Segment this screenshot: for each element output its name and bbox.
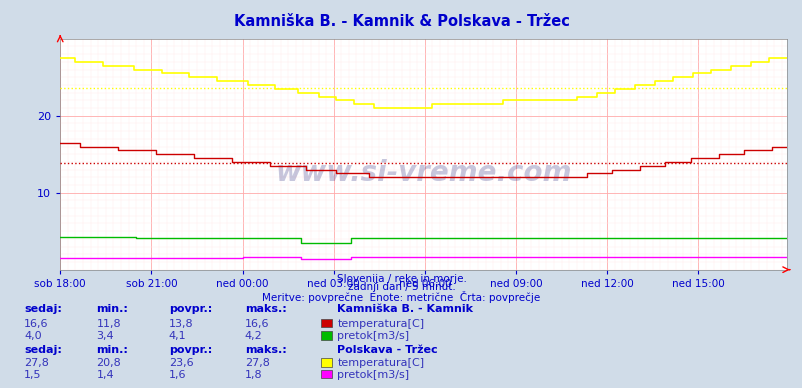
Text: 1,5: 1,5: [24, 369, 42, 379]
Text: min.:: min.:: [96, 304, 128, 314]
Text: 4,0: 4,0: [24, 331, 42, 341]
Text: 11,8: 11,8: [96, 319, 121, 329]
Text: 4,1: 4,1: [168, 331, 186, 341]
Text: 27,8: 27,8: [245, 358, 269, 368]
Text: sedaj:: sedaj:: [24, 345, 62, 355]
Text: pretok[m3/s]: pretok[m3/s]: [337, 331, 409, 341]
Text: temperatura[C]: temperatura[C]: [337, 358, 423, 368]
Text: 4,2: 4,2: [245, 331, 262, 341]
Text: Polskava - Tržec: Polskava - Tržec: [337, 345, 437, 355]
Text: 13,8: 13,8: [168, 319, 193, 329]
Text: www.si-vreme.com: www.si-vreme.com: [275, 159, 571, 187]
Text: 1,8: 1,8: [245, 369, 262, 379]
Text: Kamniška B. - Kamnik & Polskava - Tržec: Kamniška B. - Kamnik & Polskava - Tržec: [233, 14, 569, 29]
Text: 16,6: 16,6: [24, 319, 49, 329]
Text: 1,4: 1,4: [96, 369, 114, 379]
Text: povpr.:: povpr.:: [168, 345, 212, 355]
Text: 3,4: 3,4: [96, 331, 114, 341]
Text: Meritve: povprečne  Enote: metrične  Črta: povprečje: Meritve: povprečne Enote: metrične Črta:…: [262, 291, 540, 303]
Text: 16,6: 16,6: [245, 319, 269, 329]
Text: Slovenija / reke in morje.: Slovenija / reke in morje.: [336, 274, 466, 284]
Text: 27,8: 27,8: [24, 358, 49, 368]
Text: sedaj:: sedaj:: [24, 304, 62, 314]
Text: 1,6: 1,6: [168, 369, 186, 379]
Text: zadnji dan / 5 minut.: zadnji dan / 5 minut.: [347, 282, 455, 293]
Text: min.:: min.:: [96, 345, 128, 355]
Text: 23,6: 23,6: [168, 358, 193, 368]
Text: 20,8: 20,8: [96, 358, 121, 368]
Text: pretok[m3/s]: pretok[m3/s]: [337, 369, 409, 379]
Text: povpr.:: povpr.:: [168, 304, 212, 314]
Text: maks.:: maks.:: [245, 345, 286, 355]
Text: Kamniška B. - Kamnik: Kamniška B. - Kamnik: [337, 304, 472, 314]
Text: maks.:: maks.:: [245, 304, 286, 314]
Text: temperatura[C]: temperatura[C]: [337, 319, 423, 329]
